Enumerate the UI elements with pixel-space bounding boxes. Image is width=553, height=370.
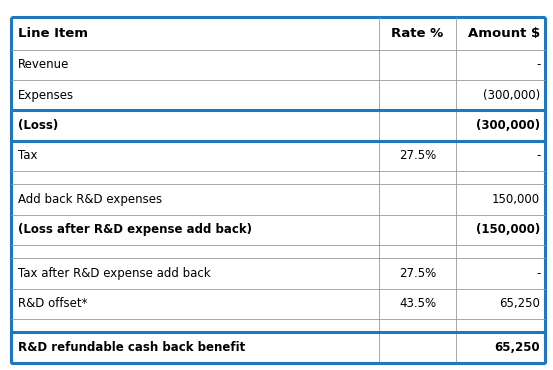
Text: (300,000): (300,000) bbox=[483, 89, 540, 102]
Text: Amount $: Amount $ bbox=[468, 27, 540, 40]
Text: 65,250: 65,250 bbox=[499, 297, 540, 310]
Text: Line Item: Line Item bbox=[18, 27, 88, 40]
Text: (Loss): (Loss) bbox=[18, 119, 58, 132]
Text: Tax: Tax bbox=[18, 149, 37, 162]
Text: R&D offset*: R&D offset* bbox=[18, 297, 87, 310]
Text: Expenses: Expenses bbox=[18, 89, 74, 102]
Text: -: - bbox=[536, 149, 540, 162]
Text: 43.5%: 43.5% bbox=[399, 297, 436, 310]
Text: R&D refundable cash back benefit: R&D refundable cash back benefit bbox=[18, 341, 245, 354]
Text: 150,000: 150,000 bbox=[492, 193, 540, 206]
Text: 27.5%: 27.5% bbox=[399, 149, 436, 162]
Text: 65,250: 65,250 bbox=[494, 341, 540, 354]
Text: (300,000): (300,000) bbox=[476, 119, 540, 132]
Text: 27.5%: 27.5% bbox=[399, 267, 436, 280]
Text: (Loss after R&D expense add back): (Loss after R&D expense add back) bbox=[18, 223, 252, 236]
Text: -: - bbox=[536, 267, 540, 280]
Text: (150,000): (150,000) bbox=[476, 223, 540, 236]
Text: -: - bbox=[536, 58, 540, 71]
Text: Rate %: Rate % bbox=[392, 27, 444, 40]
Text: Add back R&D expenses: Add back R&D expenses bbox=[18, 193, 162, 206]
Text: Tax after R&D expense add back: Tax after R&D expense add back bbox=[18, 267, 210, 280]
Text: Revenue: Revenue bbox=[18, 58, 69, 71]
